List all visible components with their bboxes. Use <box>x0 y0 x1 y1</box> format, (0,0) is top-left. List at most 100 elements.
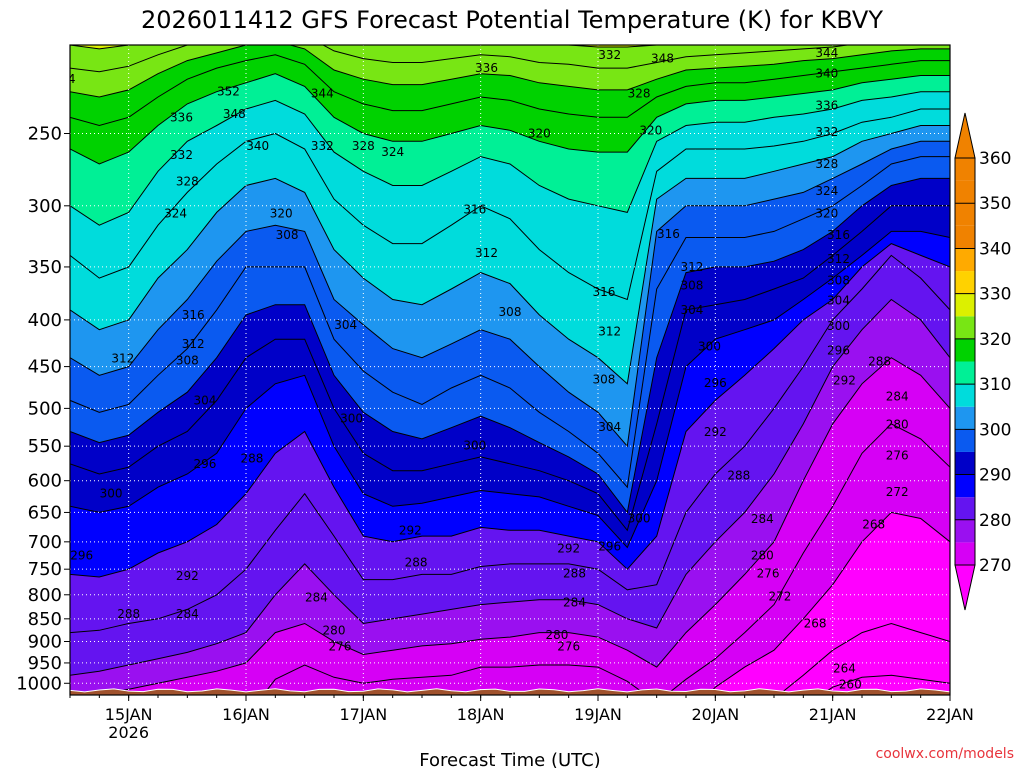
contour-label: 340 <box>246 139 269 153</box>
isentrope-338 <box>70 45 852 73</box>
contour-label: 268 <box>804 617 827 631</box>
x-tick-label: 20JAN <box>691 705 739 724</box>
contour-label: 308 <box>176 353 199 367</box>
band-338 <box>70 45 848 72</box>
isentrope-310 <box>70 140 950 448</box>
y-tick-label: 1000 <box>16 673 62 694</box>
contour-label: 284 <box>563 596 586 610</box>
contour-label: 280 <box>323 623 346 637</box>
x-tick-label: 15JAN <box>105 705 153 724</box>
contour-label: 284 <box>751 512 774 526</box>
isentrope-282 <box>70 298 950 676</box>
contour-label: 328 <box>352 139 375 153</box>
contour-label: 324 <box>53 72 76 86</box>
isentrope-326 <box>70 73 950 165</box>
contour-label: 348 <box>651 52 674 66</box>
y-tick-label: 700 <box>28 532 62 553</box>
isentrope-298 <box>70 205 950 532</box>
contour-label: 292 <box>557 542 580 556</box>
contour-label: 324 <box>164 207 187 221</box>
colorbar-label: 360 <box>979 149 1011 169</box>
contour-label: 352 <box>217 85 240 99</box>
contour-label: 296 <box>193 457 216 471</box>
contour-label: 300 <box>463 439 486 453</box>
isentrope-274 <box>262 423 950 695</box>
contour-label: 320 <box>270 207 293 221</box>
contour-label: 328 <box>176 174 199 188</box>
contour-label: 304 <box>680 303 703 317</box>
y-tick-label: 450 <box>28 357 62 378</box>
isentrope-314 <box>70 125 950 385</box>
colorbar-segment <box>955 248 975 272</box>
contour-label: 276 <box>557 640 580 654</box>
band-298 <box>70 178 950 531</box>
contour-label: 328 <box>628 87 651 101</box>
y-tick-label: 350 <box>28 257 62 278</box>
contour-label: 288 <box>405 555 428 569</box>
band-318 <box>70 91 950 300</box>
colorbar-segment <box>955 474 975 498</box>
y-tick-label: 850 <box>28 609 62 630</box>
x-axis-title: Forecast Time (UTC) <box>419 750 600 768</box>
band-286 <box>70 243 950 633</box>
colorbar-segment <box>955 497 975 520</box>
band-314 <box>70 109 950 384</box>
contour-label: 288 <box>240 451 263 465</box>
band-294 <box>70 205 950 548</box>
contour-label: 336 <box>475 61 498 75</box>
contour-label: 300 <box>628 512 651 526</box>
y-tick-label: 900 <box>28 631 62 652</box>
isentrope-lines <box>70 45 950 695</box>
contour-label: 300 <box>827 319 850 333</box>
contour-label: 316 <box>182 308 205 322</box>
contour-label: 320 <box>639 123 662 137</box>
y-tick-label: 800 <box>28 585 62 606</box>
x-tick-label: 22JAN <box>926 705 974 724</box>
contour-label: 304 <box>334 318 357 332</box>
source-credit: coolwx.com/models <box>876 746 1014 762</box>
band-282 <box>70 255 950 676</box>
colorbar-label: 280 <box>979 511 1011 531</box>
contour-label: 324 <box>381 145 404 159</box>
x-tick-label: 16JAN <box>222 705 270 724</box>
contour-label: 292 <box>399 523 422 537</box>
colorbar-top-arrow <box>954 112 976 159</box>
contour-label: 272 <box>886 485 909 499</box>
contour-label: 272 <box>768 589 791 603</box>
colorbar-label: 310 <box>979 375 1011 395</box>
colorbar-bottom-arrow <box>954 564 976 611</box>
colorbar-label: 320 <box>979 330 1011 350</box>
contour-label: 312 <box>598 325 621 339</box>
y-tick-label: 300 <box>28 196 62 217</box>
y-tick-label: 500 <box>28 398 62 419</box>
contour-label: 292 <box>833 374 856 388</box>
contour-label: 308 <box>680 279 703 293</box>
contour-label: 336 <box>170 110 193 124</box>
contour-label: 296 <box>704 376 727 390</box>
contour-label: 312 <box>111 352 134 366</box>
colorbar-segment <box>955 384 975 407</box>
contour-label: 296 <box>70 549 93 563</box>
colorbar-segment <box>955 225 975 249</box>
x-tick-sublabel: 2026 <box>108 723 149 742</box>
contour-label: 332 <box>170 148 193 162</box>
contour-label: 296 <box>598 539 621 553</box>
y-tick-label: 650 <box>28 502 62 523</box>
contour-label: 312 <box>680 260 703 274</box>
contour-label: 280 <box>886 418 909 432</box>
band-330 <box>70 45 950 126</box>
x-tick-label: 18JAN <box>457 705 505 724</box>
y-tick-label: 750 <box>28 559 62 580</box>
contour-label: 308 <box>499 305 522 319</box>
contour-label: 300 <box>698 340 721 354</box>
band-302 <box>70 156 950 513</box>
contour-label: 316 <box>827 228 850 242</box>
contour-label: 308 <box>592 373 615 387</box>
colorbar-segment <box>955 316 975 339</box>
contour-label: 316 <box>463 203 486 217</box>
isentrope-278 <box>96 357 950 695</box>
contour-label: 304 <box>827 294 850 308</box>
colorbar-label: 350 <box>979 194 1011 214</box>
